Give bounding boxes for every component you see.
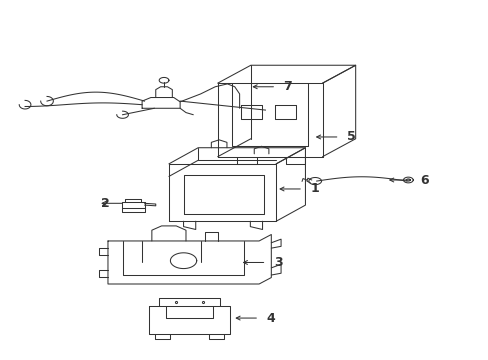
Text: 7: 7 [283,80,292,93]
Text: 2: 2 [101,197,109,210]
Text: 1: 1 [310,183,319,195]
Text: 4: 4 [266,311,275,325]
Text: 3: 3 [273,256,282,269]
Text: 5: 5 [346,130,355,144]
Text: 6: 6 [419,174,428,186]
